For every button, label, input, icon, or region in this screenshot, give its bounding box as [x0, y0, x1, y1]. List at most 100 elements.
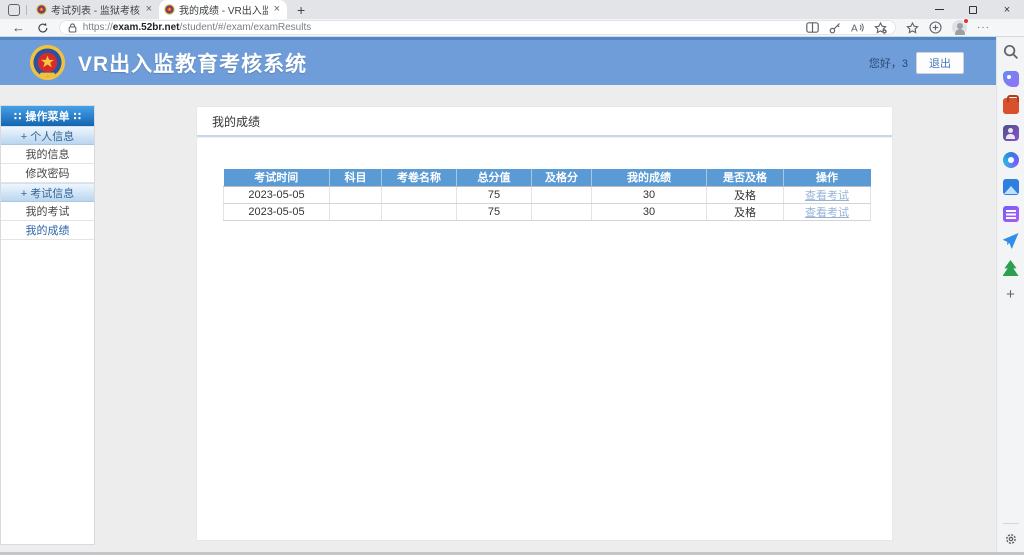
app-header: VR出入监教育考核系统 您好，3 退出 [0, 37, 996, 85]
sidebar-group-personal-info[interactable]: + 个人信息 [1, 126, 94, 145]
decor-left: ∷ [13, 110, 22, 123]
table-header-row: 考试时间 科目 考卷名称 总分值 及格分 我的成绩 是否及格 操作 [223, 169, 871, 187]
svg-text:A: A [851, 24, 858, 34]
refresh-icon[interactable] [37, 22, 49, 34]
sidebar-item-my-exams[interactable]: 我的考试 [1, 202, 94, 221]
window-controls: × [922, 0, 1024, 19]
tab-actions-icon[interactable] [8, 4, 20, 16]
tree-app-icon[interactable] [1002, 260, 1019, 276]
read-aloud-icon[interactable]: A [851, 22, 864, 33]
tab-exam-list[interactable]: 考试列表 - 监狱考核系统 × [31, 0, 159, 19]
rail-divider [1002, 523, 1019, 524]
user-greeting: 您好，3 [868, 57, 908, 70]
close-tab-icon[interactable]: × [145, 3, 152, 15]
site-favicon-icon [164, 4, 175, 15]
new-tab-button[interactable]: + [297, 2, 306, 18]
maximize-icon [969, 5, 977, 14]
close-window-button[interactable]: × [1003, 3, 1011, 16]
cell-total-score: 75 [456, 185, 532, 204]
col-pass-score: 及格分 [531, 169, 592, 187]
police-emblem-logo [29, 44, 66, 81]
sidebar-item-change-password[interactable]: 修改密码 [1, 164, 94, 183]
col-actions: 操作 [783, 169, 871, 187]
col-pass-status: 是否及格 [706, 169, 784, 187]
window-bottom-edge [0, 552, 1024, 555]
back-button[interactable]: ← [12, 20, 25, 35]
cell-pass-status: 及格 [706, 185, 784, 204]
url-path: /student/#/exam/examResults [179, 22, 312, 33]
maximize-button[interactable] [956, 0, 990, 19]
edge-sidebar-rail: + [996, 37, 1024, 552]
url-host: exam.52br.net [112, 22, 180, 33]
password-key-icon[interactable] [829, 22, 841, 34]
app-title: VR出入监教育考核系统 [78, 52, 308, 76]
tab-divider [26, 5, 27, 15]
site-favicon-icon [36, 4, 47, 15]
profile-avatar[interactable] [952, 18, 969, 35]
cell-my-score: 30 [591, 202, 707, 221]
page-title: 我的成绩 [212, 115, 261, 129]
cell-exam-time: 2023-05-05 [223, 202, 330, 221]
sidebar-title: 操作菜单 [25, 111, 70, 123]
image-creator-icon[interactable] [1002, 152, 1019, 168]
cell-total-score: 75 [456, 202, 532, 221]
favorites-star-icon[interactable] [874, 21, 887, 34]
col-my-score: 我的成绩 [591, 169, 707, 187]
add-sidebar-app-icon[interactable]: + [1006, 286, 1015, 303]
toolbar-actions: ··· [906, 18, 1024, 35]
view-exam-link[interactable]: 查看考试 [805, 206, 849, 219]
sidebar-item-my-info[interactable]: 我的信息 [1, 145, 94, 164]
tab-title: 我的成绩 - VR出入监教育考核系统 [179, 6, 268, 17]
cell-pass-score [531, 202, 592, 221]
results-table: 考试时间 科目 考卷名称 总分值 及格分 我的成绩 是否及格 操作 2023-0… [223, 169, 871, 221]
shopping-icon[interactable] [1002, 71, 1019, 87]
cell-exam-time: 2023-05-05 [223, 185, 330, 204]
view-exam-link[interactable]: 查看考试 [805, 189, 849, 202]
photos-icon[interactable] [1002, 179, 1019, 195]
sidebar-item-my-results[interactable]: 我的成绩 [1, 221, 94, 240]
results-panel: 我的成绩 考试时间 科目 考卷名称 总分值 及格分 我的成绩 是否及格 操作 [196, 106, 893, 541]
address-bar[interactable]: https://exam.52br.net/student/#/exam/exa… [58, 20, 896, 35]
col-exam-time: 考试时间 [223, 169, 330, 187]
tab-bar: 考试列表 - 监狱考核系统 × 我的成绩 - VR出入监教育考核系统 × + × [0, 0, 1024, 19]
panel-title-row: 我的成绩 [197, 107, 892, 137]
logout-button[interactable]: 退出 [916, 51, 964, 74]
settings-gear-icon[interactable] [1004, 532, 1018, 546]
split-screen-icon[interactable] [806, 22, 819, 33]
table-row: 2023-05-05 75 30 及格 查看考试 [223, 202, 871, 221]
col-total-score: 总分值 [456, 169, 532, 187]
operation-menu: ∷ 操作菜单 ∷ + 个人信息 我的信息 修改密码 + 考试信息 我的考试 我的… [0, 105, 95, 545]
rail-bottom [1002, 523, 1019, 552]
url-scheme: https:// [82, 22, 113, 33]
drop-icon[interactable] [1002, 233, 1019, 249]
collections-add-icon[interactable] [929, 21, 942, 34]
cell-paper-name [381, 202, 457, 221]
tab-title: 考试列表 - 监狱考核系统 [51, 6, 140, 17]
collections-star-icon[interactable] [906, 21, 919, 34]
tab-my-results[interactable]: 我的成绩 - VR出入监教育考核系统 × [159, 0, 287, 19]
sidebar-header: ∷ 操作菜单 ∷ [1, 106, 94, 126]
search-icon[interactable] [1003, 44, 1019, 60]
header-user-area: 您好，3 退出 [868, 51, 964, 74]
col-paper-name: 考卷名称 [381, 169, 457, 187]
close-tab-icon[interactable]: × [273, 3, 280, 15]
cell-paper-name [381, 185, 457, 204]
cell-action: 查看考试 [783, 185, 871, 204]
sidebar-group-exam-info[interactable]: + 考试信息 [1, 183, 94, 202]
lock-icon [68, 22, 77, 33]
notes-icon[interactable] [1002, 206, 1019, 222]
cell-subject [329, 202, 382, 221]
minimize-button[interactable] [922, 0, 956, 19]
browser-toolbar: ← https://exam.52br.net/student/#/exam/e… [0, 18, 1024, 37]
url-text: https://exam.52br.net/student/#/exam/exa… [83, 22, 798, 33]
games-icon[interactable] [1002, 125, 1019, 141]
web-page: VR出入监教育考核系统 您好，3 退出 ∷ 操作菜单 ∷ + 个人信息 我的信息… [0, 37, 996, 552]
browser-menu-icon[interactable]: ··· [977, 22, 990, 33]
cell-subject [329, 185, 382, 204]
notification-dot [963, 18, 969, 24]
tools-icon[interactable] [1002, 95, 1019, 114]
cell-action: 查看考试 [783, 202, 871, 221]
minimize-icon [934, 9, 944, 10]
decor-right: ∷ [73, 110, 82, 123]
cell-pass-status: 及格 [706, 202, 784, 221]
